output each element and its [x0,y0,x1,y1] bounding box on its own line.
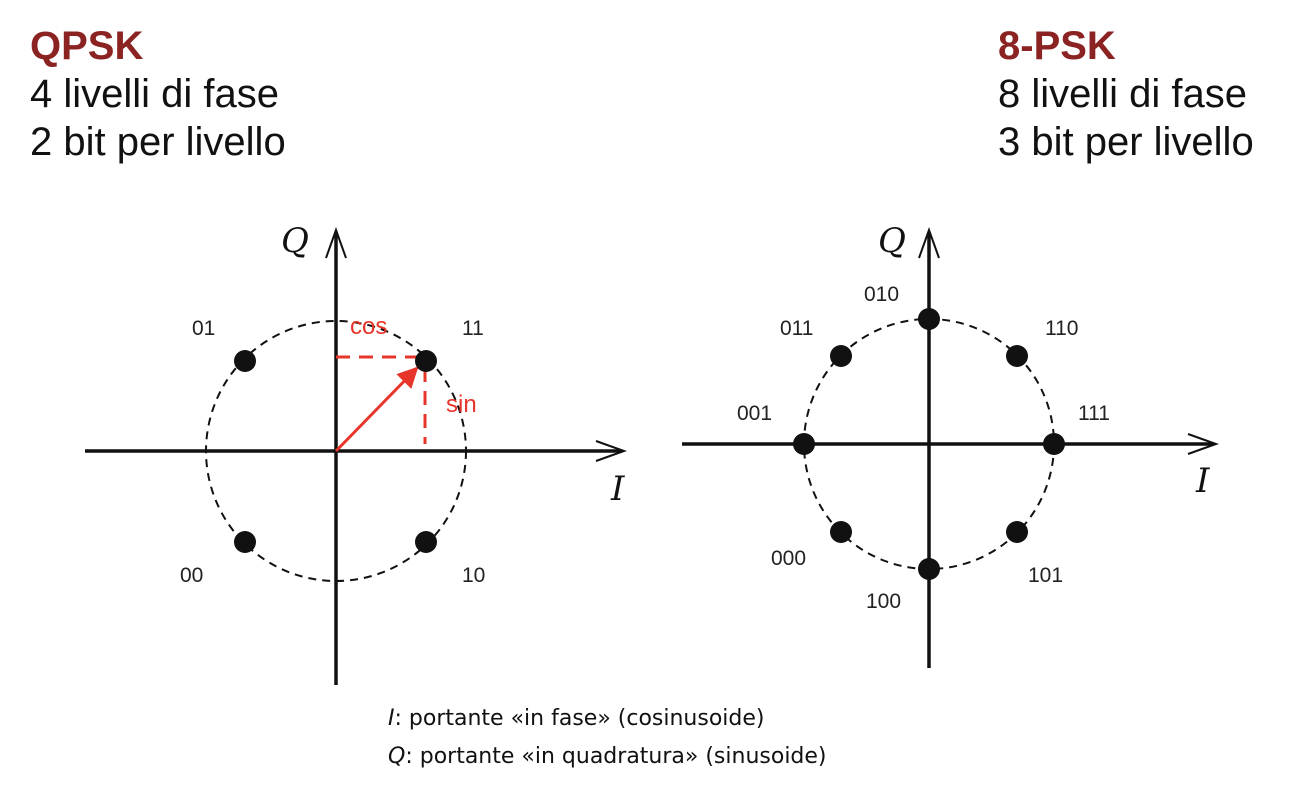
psk8-phase-levels: 8 livelli di fase [998,72,1248,116]
qpsk-sin-label: sin [446,391,477,418]
psk8-symbol-label: 000 [771,547,806,570]
qpsk-q-label: Q [281,221,309,261]
qpsk-symbol-label: 00 [180,564,203,587]
qpsk-constellation: I Q cos sin 01 11 00 10 [85,221,627,685]
caption-in-phase: I: portante «in fase» (cosinusoide) [388,700,827,738]
caption-q-symbol: Q [388,744,406,769]
psk8-symbol-label: 010 [864,283,899,306]
caption-q-text: : portante «in quadratura» (sinusoide) [405,744,827,769]
psk8-point-100 [918,558,940,580]
caption-i-symbol: I [388,706,395,731]
qpsk-phase-levels: 4 livelli di fase [30,72,280,116]
qpsk-symbol-label: 11 [462,317,484,340]
qpsk-point-00 [234,531,256,553]
qpsk-i-arrowhead [595,440,627,462]
psk8-point-001 [793,433,815,455]
qpsk-cos-label: cos [350,313,387,340]
psk8-q-arrowhead [918,227,940,259]
psk8-symbol-label: 111 [1078,402,1110,425]
qpsk-point-11 [415,350,437,372]
qpsk-point-01 [234,350,256,372]
qpsk-bits-per-level: 2 bit per livello [30,120,286,164]
qpsk-phase-vector [334,366,419,453]
psk8-point-000 [830,521,852,543]
psk8-bits-per-level: 3 bit per livello [998,120,1254,164]
psk8-point-011 [830,345,852,367]
psk8-point-010 [918,308,940,330]
caption-quadrature: Q: portante «in quadratura» (sinusoide) [388,738,827,776]
psk8-point-101 [1006,521,1028,543]
psk8-title: 8-PSK [998,24,1116,68]
psk8-header: 8-PSK 8 livelli di fase 3 bit per livell… [998,22,1254,166]
psk8-q-label: Q [878,221,906,261]
qpsk-symbol-label: 10 [462,564,485,587]
psk8-point-110 [1006,345,1028,367]
qpsk-q-arrowhead [325,227,347,259]
psk8-symbol-label: 110 [1045,317,1078,340]
psk8-symbol-label: 011 [780,317,813,340]
qpsk-header: QPSK 4 livelli di fase 2 bit per livello [30,22,286,166]
psk8-point-111 [1043,433,1065,455]
psk8-symbol-label: 001 [737,402,772,425]
caption-i-text: : portante «in fase» (cosinusoide) [394,706,765,731]
psk8-i-label: I [1195,461,1210,501]
psk8-symbol-label: 100 [866,590,901,613]
psk8-constellation: I Q 010 011 110 001 111 000 101 100 [682,221,1219,668]
qpsk-point-10 [415,531,437,553]
psk8-symbol-label: 101 [1028,564,1063,587]
legend-caption: I: portante «in fase» (cosinusoide) Q: p… [388,700,827,776]
psk8-i-arrowhead [1187,433,1219,455]
qpsk-title: QPSK [30,24,144,68]
qpsk-i-label: I [610,469,625,509]
qpsk-symbol-label: 01 [192,317,215,340]
